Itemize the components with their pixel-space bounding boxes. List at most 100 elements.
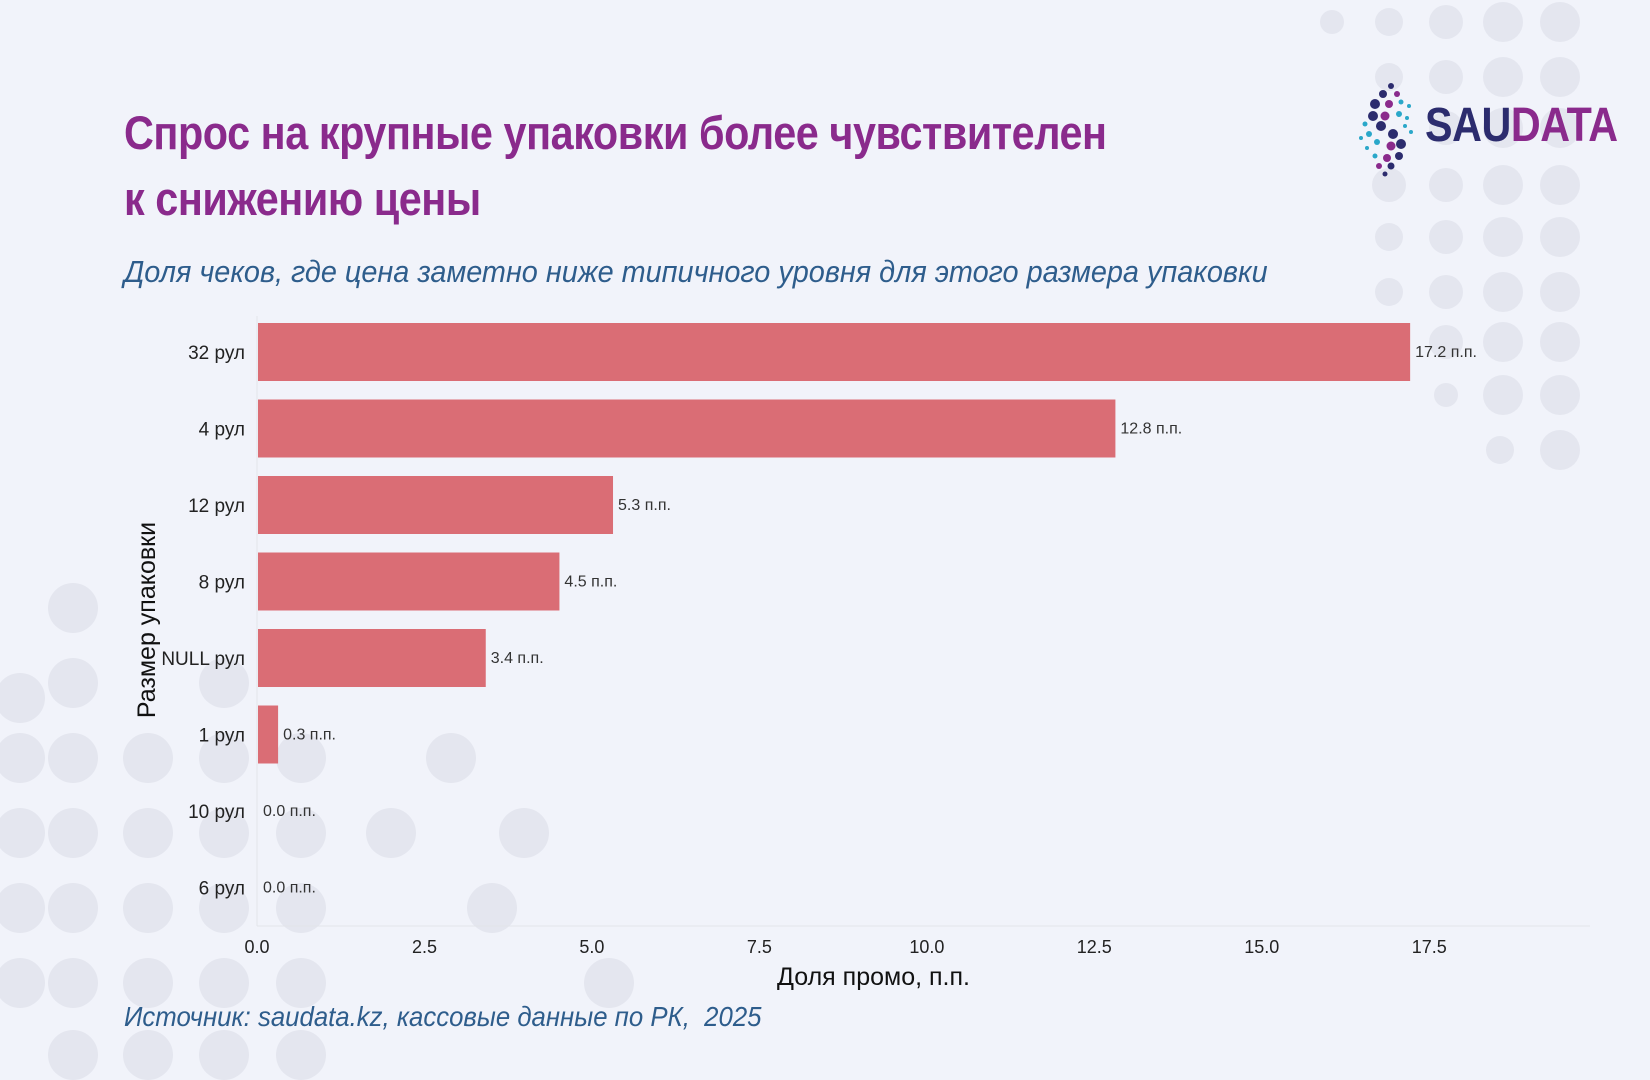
background-dot [48, 958, 98, 1008]
background-dot [48, 808, 98, 858]
background-dot [48, 733, 98, 783]
background-dot [0, 808, 45, 858]
background-dot [199, 658, 249, 708]
background-dot [1375, 223, 1403, 251]
background-dot [276, 958, 326, 1008]
background-dot [1483, 2, 1523, 42]
logo-text-sau: SAU [1425, 99, 1511, 152]
background-dot [276, 808, 326, 858]
x-tick-label-3: 7.5 [747, 937, 772, 957]
background-dot [123, 733, 173, 783]
bar-3 [258, 552, 560, 611]
background-dot [1540, 108, 1580, 148]
background-dot [1429, 111, 1463, 145]
category-label-2: 12 рул [188, 496, 245, 517]
category-label-4: NULL рул [161, 649, 245, 670]
background-dot [499, 808, 549, 858]
data-label-1: 12.8 п.п. [1120, 421, 1182, 438]
bar-5 [258, 705, 279, 764]
background-dot [584, 958, 634, 1008]
background-dot [1483, 57, 1523, 97]
background-dot [199, 1030, 249, 1080]
background-dot [1540, 2, 1580, 42]
background-dot [366, 808, 416, 858]
background-dot [426, 733, 476, 783]
background-dot [123, 958, 173, 1008]
title-line-1: Спрос на крупные упаковки более чувствит… [124, 106, 1107, 159]
x-tick-label-7: 17.5 [1412, 937, 1447, 957]
background-dot [1429, 168, 1463, 202]
background-dot [1540, 322, 1580, 362]
background-dot [1375, 8, 1403, 36]
background-dot [1540, 165, 1580, 205]
background-dot [0, 673, 45, 723]
page-title: Спрос на крупные упаковки более чувствит… [124, 100, 1107, 232]
background-dot [48, 883, 98, 933]
background-dot [1429, 60, 1463, 94]
background-dot [1372, 168, 1406, 202]
background-dot [1434, 383, 1458, 407]
background-dot [276, 883, 326, 933]
background-dot [0, 733, 45, 783]
x-tick-label-0: 0.0 [244, 937, 269, 957]
x-tick-label-1: 2.5 [412, 937, 437, 957]
category-label-6: 10 рул [188, 802, 245, 823]
background-dot [199, 958, 249, 1008]
background-dot [1375, 63, 1403, 91]
logo-text-data: DATA [1510, 99, 1618, 152]
background-dot [199, 733, 249, 783]
background-dot [1429, 275, 1463, 309]
data-label-7: 0.0 п.п. [263, 880, 316, 897]
background-dot [1540, 217, 1580, 257]
data-label-3: 4.5 п.п. [564, 574, 617, 591]
background-dot [1483, 375, 1523, 415]
x-tick-label-2: 5.0 [579, 937, 604, 957]
bar-0 [258, 323, 1411, 381]
background-dot [1483, 165, 1523, 205]
title-line-2: к снижению цены [124, 172, 481, 225]
bar-1 [258, 399, 1116, 458]
background-dot [276, 1030, 326, 1080]
background-dot [1486, 436, 1514, 464]
category-label-3: 8 рул [199, 573, 245, 594]
x-axis-title: Доля промо, п.п. [777, 963, 970, 991]
chart-subtitle: Доля чеков, где цена заметно ниже типичн… [124, 254, 1268, 289]
logo-mark-icon [1359, 83, 1413, 177]
background-dot [1540, 430, 1580, 470]
background-dot [123, 883, 173, 933]
x-tick-label-5: 12.5 [1077, 937, 1112, 957]
bar-4 [258, 629, 486, 687]
background-dot [48, 658, 98, 708]
x-tick-label-4: 10.0 [909, 937, 944, 957]
background-dot [1429, 325, 1463, 359]
background-dot [1429, 5, 1463, 39]
category-label-5: 1 рул [199, 726, 245, 747]
background-dot [0, 958, 45, 1008]
data-label-0: 17.2 п.п. [1415, 344, 1477, 361]
background-dot [1483, 108, 1523, 148]
category-label-0: 32 рул [188, 343, 245, 364]
background-dot [276, 733, 326, 783]
background-dot [199, 883, 249, 933]
background-dot [1540, 375, 1580, 415]
background-dot [123, 1030, 173, 1080]
bar-2 [258, 476, 614, 534]
background-dot [1429, 220, 1463, 254]
data-label-6: 0.0 п.п. [263, 803, 316, 820]
background-dot [467, 883, 517, 933]
background-dot [1540, 272, 1580, 312]
data-label-4: 3.4 п.п. [491, 650, 544, 667]
background-dot [0, 883, 45, 933]
background-dot [1375, 278, 1403, 306]
category-label-7: 6 рул [199, 879, 245, 900]
background-dot [199, 808, 249, 858]
background-dot [1540, 57, 1580, 97]
background-dot [1483, 322, 1523, 362]
logo-wordmark: SAUDATA [1425, 98, 1618, 153]
category-label-1: 4 рул [199, 420, 245, 441]
y-axis-title: Размер упаковки [133, 522, 161, 718]
saudata-logo: SAUDATA [1355, 78, 1618, 183]
data-label-2: 5.3 п.п. [618, 497, 671, 514]
